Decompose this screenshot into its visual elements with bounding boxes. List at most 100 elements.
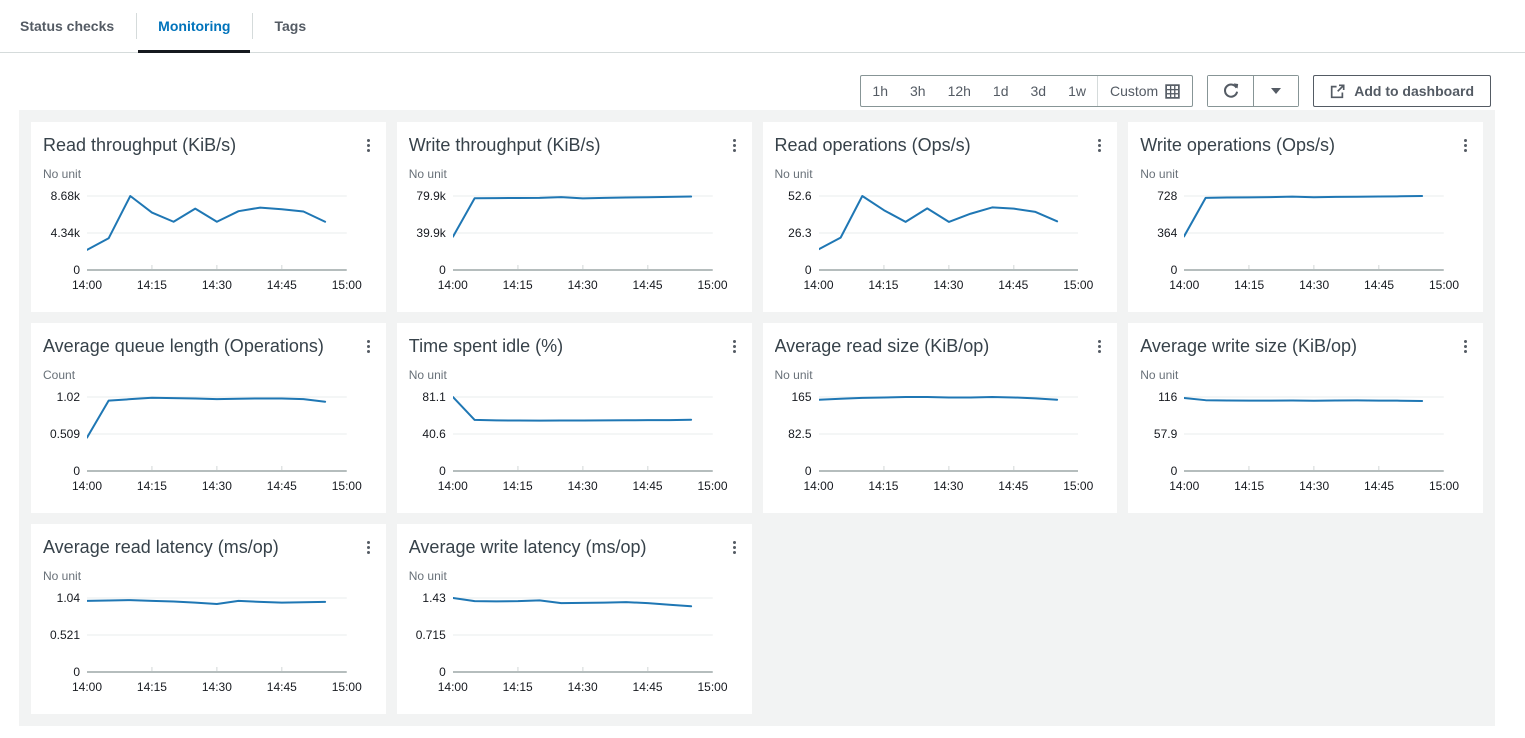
chart-menu-button[interactable]: [364, 336, 373, 357]
chart-menu-button[interactable]: [730, 336, 739, 357]
chart-card-header: Time spent idle (%): [409, 334, 739, 358]
chart-menu-button[interactable]: [364, 135, 373, 156]
x-tick: 14:30: [567, 479, 598, 493]
chart-menu-button[interactable]: [730, 537, 739, 558]
plot-row: 165 82.5 0: [775, 387, 1105, 478]
y-tick-zero: 0: [73, 464, 80, 478]
chart-card-header: Average write size (KiB/op): [1140, 334, 1470, 358]
x-tick: 14:15: [502, 680, 533, 694]
chart-plot-area[interactable]: [453, 186, 713, 274]
x-tick: 14:45: [1364, 479, 1395, 493]
chart-plot-area[interactable]: [87, 186, 347, 274]
chart-title: Average read size (KiB/op): [774, 336, 990, 356]
x-tick: 14:45: [632, 278, 663, 292]
x-tick: 15:00: [697, 479, 728, 493]
x-tick: 14:00: [71, 278, 103, 292]
series-line: [1184, 196, 1422, 236]
x-tick: 14:00: [437, 278, 468, 292]
time-range-1w[interactable]: 1w: [1068, 83, 1086, 99]
chart-plot-area[interactable]: [819, 186, 1079, 274]
y-tick-mid: 39.9k: [416, 226, 446, 240]
x-tick: 15:00: [1063, 479, 1094, 493]
x-tick: 14:45: [266, 479, 297, 493]
chart-plot-area[interactable]: [453, 588, 713, 676]
chart-menu-button[interactable]: [364, 537, 373, 558]
chart-menu-button[interactable]: [1461, 135, 1470, 156]
caret-down-icon: [1271, 88, 1282, 94]
x-axis-tick-labels: 14:00 14:15 14:30 14:45 15:00: [1169, 479, 1459, 494]
x-tick: 14:45: [1364, 278, 1395, 292]
y-axis-tick-labels: 81.1 40.6 0: [409, 387, 453, 478]
x-tick: 15:00: [1428, 479, 1460, 493]
chart-card-header: Average read size (KiB/op): [775, 334, 1105, 358]
vertical-ellipsis-icon: [732, 340, 736, 343]
chart-plot-area[interactable]: [819, 387, 1079, 475]
time-range-3h[interactable]: 3h: [909, 83, 926, 99]
refresh-options-dropdown-button[interactable]: [1253, 76, 1299, 106]
add-to-dashboard-button[interactable]: Add to dashboard: [1313, 75, 1491, 107]
vertical-ellipsis-icon: [366, 139, 370, 142]
chart-card-average-write-size-kib-op: Average write size (KiB/op) No unit 116 …: [1128, 323, 1483, 513]
x-tick: 14:30: [1299, 278, 1330, 292]
chart-card-header: Average write latency (ms/op): [409, 535, 739, 559]
chart-menu-button[interactable]: [730, 135, 739, 156]
tab-label: Tags: [274, 18, 307, 34]
series-line: [87, 398, 325, 438]
chart-plot-area[interactable]: [87, 588, 347, 676]
series-line: [87, 600, 325, 604]
y-tick-zero: 0: [1170, 263, 1178, 277]
chart-plot-area[interactable]: [87, 387, 347, 475]
chart-card-read-throughput-kib-s: Read throughput (KiB/s) No unit 8.68k 4.…: [31, 122, 386, 312]
tab-tags[interactable]: Tags: [252, 0, 328, 52]
y-axis-unit-label: No unit: [774, 167, 813, 181]
time-range-12h[interactable]: 12h: [947, 83, 971, 99]
chart-card-average-read-size-kib-op: Average read size (KiB/op) No unit 165 8…: [762, 323, 1118, 513]
x-axis-tick-labels: 14:00 14:15 14:30 14:45 15:00: [72, 680, 362, 695]
chart-plot-area[interactable]: [453, 387, 713, 475]
x-tick: 14:30: [201, 680, 232, 694]
y-tick-zero: 0: [439, 263, 446, 277]
x-tick: 14:45: [998, 278, 1029, 292]
refresh-button[interactable]: [1208, 76, 1254, 106]
x-tick: 14:15: [502, 278, 533, 292]
x-axis-tick-labels: 14:00 14:15 14:30 14:45 15:00: [438, 278, 728, 293]
chart-card-average-read-latency-ms-op: Average read latency (ms/op) No unit 1.0…: [31, 524, 386, 714]
line-chart-svg: [453, 186, 713, 274]
x-tick: 15:00: [697, 278, 728, 292]
series-line: [453, 397, 691, 421]
monitoring-toolbar: 1h 3h 12h 1d 3d 1w Custom A: [0, 75, 1491, 107]
y-tick-zero: 0: [804, 464, 812, 478]
chart-plot-area[interactable]: [1184, 387, 1444, 475]
time-range-1d[interactable]: 1d: [992, 83, 1009, 99]
line-chart-svg: [87, 387, 347, 475]
y-tick-mid: 57.9: [1153, 427, 1178, 441]
chart-title: Average queue length (Operations): [43, 336, 324, 356]
tab-monitoring[interactable]: Monitoring: [136, 0, 252, 53]
vertical-ellipsis-icon: [366, 340, 370, 343]
y-axis-unit-label: No unit: [1140, 368, 1179, 382]
x-tick: 15:00: [331, 680, 362, 694]
custom-range-button[interactable]: Custom: [1096, 76, 1192, 106]
x-tick: 14:15: [868, 479, 899, 493]
y-axis-unit-label: No unit: [774, 368, 813, 382]
time-range-1h[interactable]: 1h: [872, 83, 888, 99]
chart-menu-button[interactable]: [1095, 336, 1104, 357]
x-tick: 15:00: [697, 680, 728, 694]
chart-menu-button[interactable]: [1095, 135, 1104, 156]
x-tick: 14:00: [1169, 479, 1200, 493]
time-range-control: 1h 3h 12h 1d 3d 1w Custom: [860, 75, 1194, 107]
y-axis-tick-labels: 1.43 0.715 0: [409, 588, 453, 679]
x-tick: 14:45: [632, 479, 663, 493]
series-line: [819, 196, 1057, 249]
y-tick-max: 8.68k: [50, 189, 80, 203]
tab-status-checks[interactable]: Status checks: [20, 0, 136, 52]
x-axis-tick-labels: 14:00 14:15 14:30 14:45 15:00: [803, 479, 1093, 494]
chart-menu-button[interactable]: [1461, 336, 1470, 357]
time-range-3d[interactable]: 3d: [1030, 83, 1047, 99]
x-tick: 14:45: [632, 680, 663, 694]
chart-plot-area[interactable]: [1184, 186, 1444, 274]
chart-card-header: Read throughput (KiB/s): [43, 133, 373, 157]
x-tick: 14:45: [998, 479, 1029, 493]
vertical-ellipsis-icon: [1098, 340, 1102, 343]
x-tick: 14:30: [933, 278, 964, 292]
